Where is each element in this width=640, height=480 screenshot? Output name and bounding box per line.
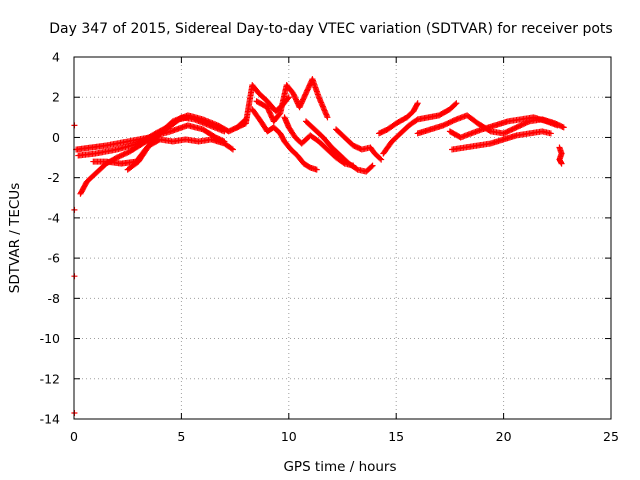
series-track-11: [333, 126, 385, 163]
data-point: [368, 163, 375, 170]
series-track-17: [556, 144, 565, 167]
data-point: [554, 122, 561, 129]
chart-title: Day 347 of 2015, Sidereal Day-to-day VTE…: [49, 21, 612, 37]
series-track-13: [380, 100, 460, 157]
data-point: [452, 101, 459, 108]
data-point: [324, 114, 331, 121]
grid: [73, 56, 612, 420]
data-point: [285, 94, 292, 101]
series-track-15: [446, 114, 561, 141]
plot-frame: [73, 56, 612, 420]
y-tick-label: -14: [40, 412, 60, 427]
series-track-7: [253, 76, 331, 125]
y-tick-label: 4: [52, 50, 60, 65]
data-marks: [71, 76, 567, 416]
y-tick-label: -12: [40, 371, 60, 386]
data-point: [414, 100, 421, 107]
x-tick-label: 10: [281, 429, 297, 444]
y-tick-label: 2: [52, 90, 60, 105]
data-point: [414, 101, 421, 108]
x-tick-label: 20: [496, 429, 512, 444]
data-point: [452, 116, 459, 123]
x-axis-label: GPS time / hours: [283, 459, 396, 475]
data-point: [558, 160, 565, 167]
y-tick-label: -10: [40, 331, 60, 346]
series-track-10: [302, 118, 376, 175]
data-point: [229, 146, 236, 153]
y-tick-label: -2: [48, 170, 60, 185]
series-track-16: [449, 128, 554, 153]
series-track-12: [376, 100, 421, 137]
tick-labels: 0 5 10 15 20 25 -14 -12 -10 -8 -6 -4 -2 0 2 4: [40, 50, 619, 445]
x-tick-label: 25: [603, 429, 619, 444]
data-point: [353, 165, 360, 172]
x-tick-label: 15: [388, 429, 404, 444]
y-tick-label: -4: [48, 210, 61, 225]
series-track-5: [124, 136, 236, 173]
y-axis-label: SDTVAR / TECUs: [7, 183, 23, 293]
data-point: [453, 100, 460, 107]
y-tick-label: -6: [48, 251, 61, 266]
data-point: [560, 124, 567, 131]
data-point: [547, 130, 554, 137]
y-tick-label: -8: [48, 291, 61, 306]
x-tick-label: 0: [70, 429, 78, 444]
data-point: [369, 162, 376, 169]
data-point: [377, 155, 384, 162]
data-point: [228, 145, 235, 152]
x-tick-label: 5: [177, 429, 185, 444]
y-tick-label: 0: [52, 130, 60, 145]
series-track-8: [249, 106, 320, 173]
data-point: [378, 156, 385, 163]
data-point: [313, 166, 320, 173]
